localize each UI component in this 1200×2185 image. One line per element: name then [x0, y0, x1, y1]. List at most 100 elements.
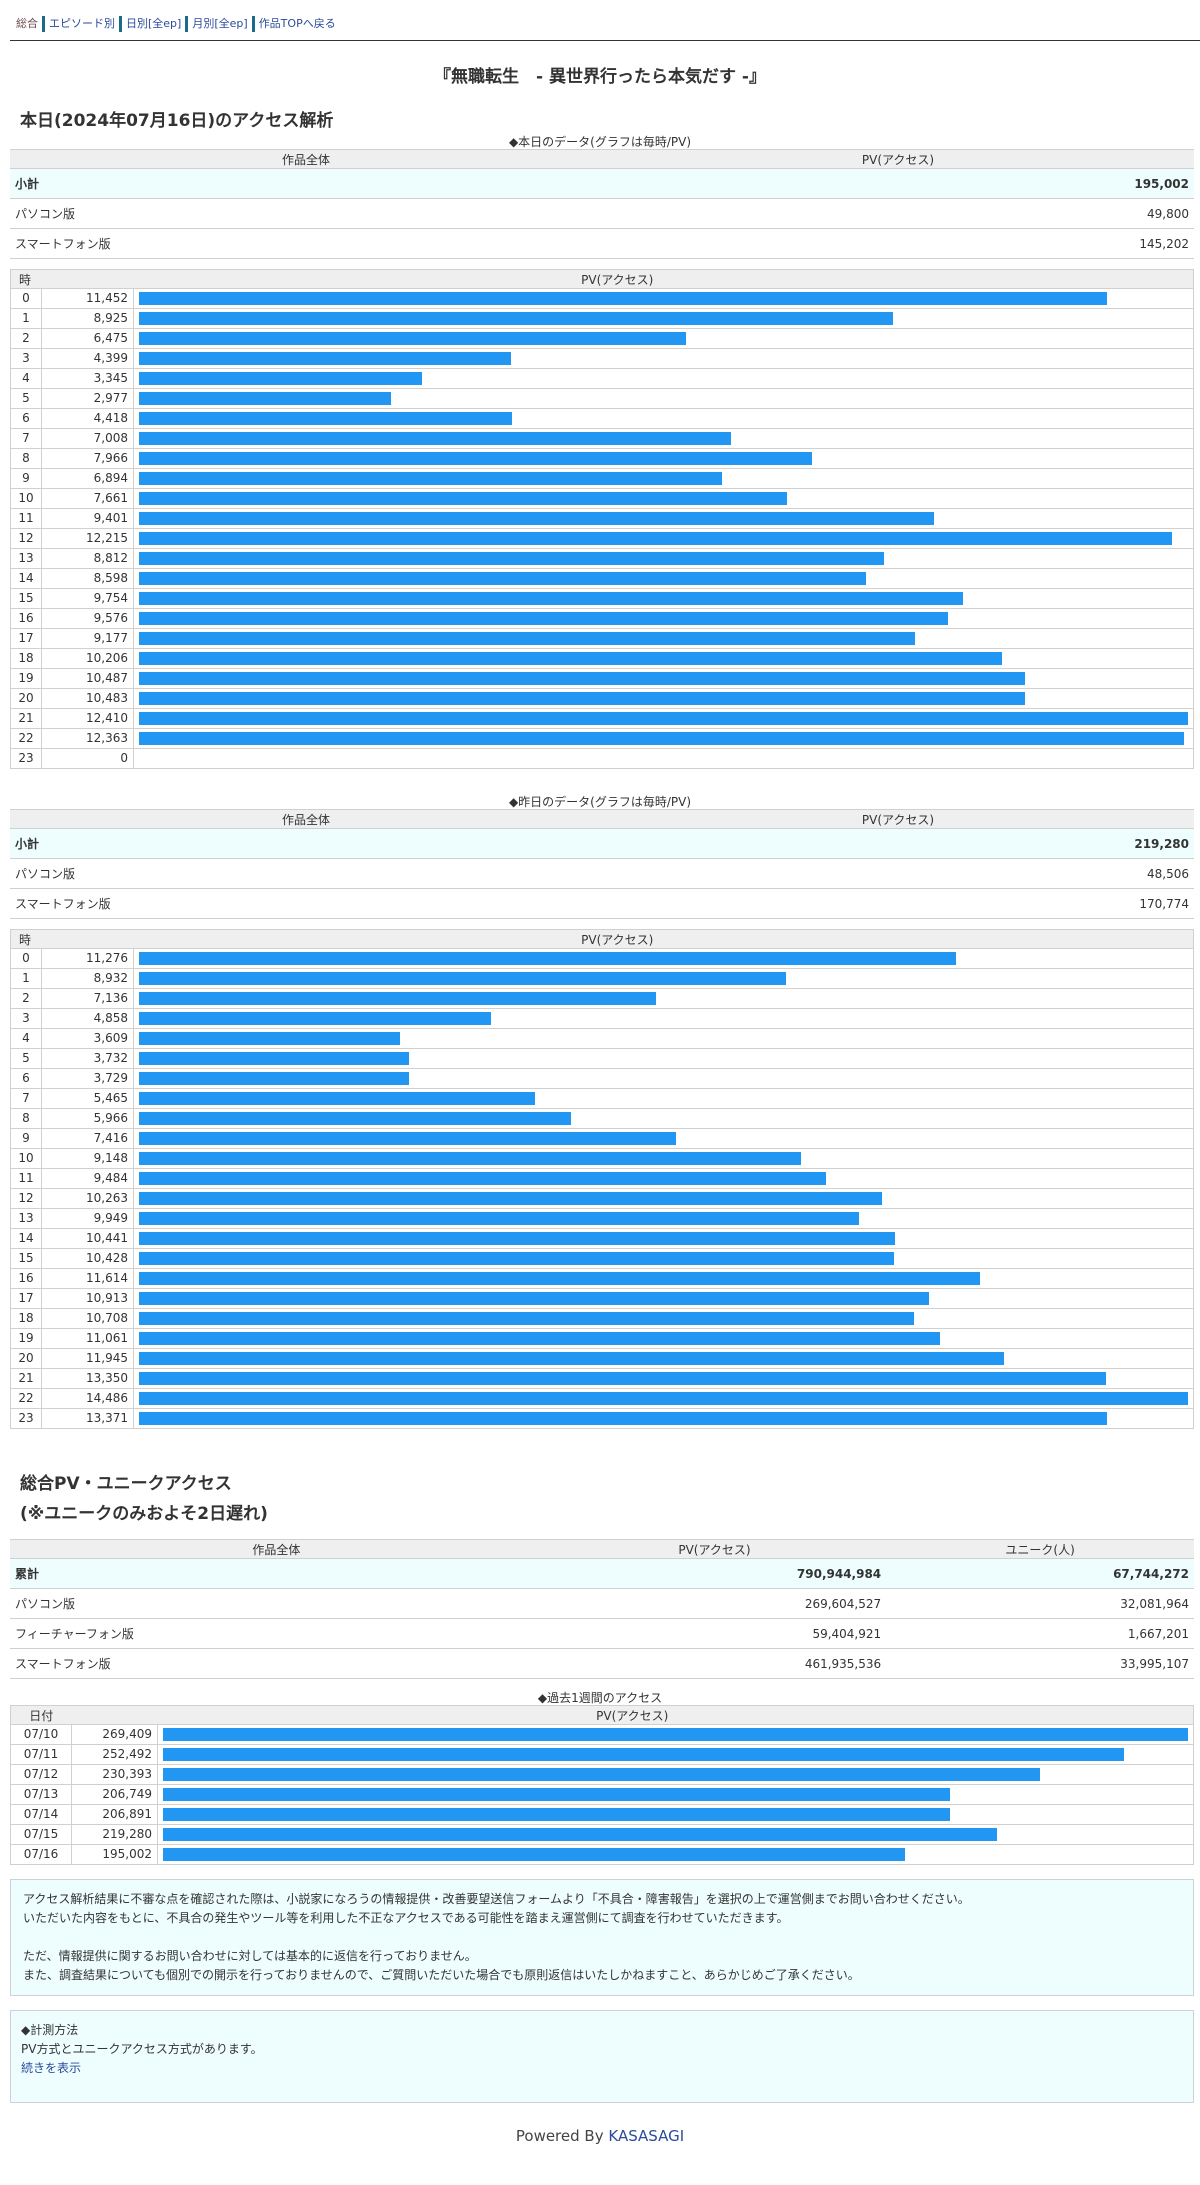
bar-cell: [133, 968, 1194, 989]
value-label: 7,008: [41, 428, 134, 449]
chart-row: 21 12,410: [10, 708, 1194, 729]
chart-row: 07/14 206,891: [10, 1804, 1194, 1825]
category-label: 18: [10, 648, 42, 669]
col-header-pv: PV(アクセス): [71, 1705, 1194, 1725]
bar-cell: [133, 628, 1194, 649]
bar: [139, 572, 866, 585]
bar-cell: [157, 1744, 1194, 1765]
bar: [139, 1292, 930, 1305]
category-label: 21: [10, 708, 42, 729]
col-header-label: 作品全体: [10, 149, 602, 169]
bar: [139, 292, 1108, 305]
bar-cell: [133, 528, 1194, 549]
nav-item-back-to-work-top[interactable]: 作品TOPへ戻る: [251, 16, 340, 32]
value-label: 7,416: [41, 1128, 134, 1149]
chart-row: 22 12,363: [10, 728, 1194, 749]
table-row: フィーチャーフォン版 59,404,921 1,667,201: [10, 1618, 1194, 1649]
bar-cell: [133, 1388, 1194, 1409]
chart-row: 8 7,966: [10, 448, 1194, 469]
notice-line: また、調査結果についても個別での開示を行っておりませんので、ご質問いただいた場合…: [23, 1968, 860, 1982]
bar: [163, 1768, 1040, 1781]
value-label: 13,350: [41, 1368, 134, 1389]
notice-line: [23, 1928, 1181, 1947]
table-header-row: 作品全体 PV(アクセス): [10, 149, 1194, 169]
chart-row: 7 7,008: [10, 428, 1194, 449]
chart-row: 15 10,428: [10, 1248, 1194, 1269]
value-label: 6,475: [41, 328, 134, 349]
chart-row: 23 13,371: [10, 1408, 1194, 1429]
value-label: 8,932: [41, 968, 134, 989]
value-label: 0: [41, 748, 134, 769]
show-more-link[interactable]: 続きを表示: [21, 2061, 82, 2075]
row-pv: 269,604,527: [542, 1588, 887, 1619]
notice-line: ただ、情報提供に関するお問い合わせに対しては基本的に返信を行っておりません。: [23, 1949, 477, 1963]
value-label: 9,148: [41, 1148, 134, 1169]
bar: [139, 672, 1026, 685]
bar: [139, 992, 656, 1005]
category-label: 9: [10, 1128, 42, 1149]
category-label: 4: [10, 368, 42, 389]
bar-cell: [133, 1128, 1194, 1149]
chart-row: 10 9,148: [10, 1148, 1194, 1169]
bar-cell: [133, 408, 1194, 429]
bar: [139, 532, 1172, 545]
chart-row: 20 10,483: [10, 688, 1194, 709]
value-label: 3,732: [41, 1048, 134, 1069]
bar: [139, 1112, 572, 1125]
category-label: 15: [10, 588, 42, 609]
nav-item-episode[interactable]: エピソード別: [42, 16, 119, 32]
category-label: 15: [10, 1248, 42, 1269]
chart-row: 4 3,345: [10, 368, 1194, 389]
nav-item-daily[interactable]: 日別[全ep]: [119, 16, 185, 32]
category-label: 20: [10, 688, 42, 709]
bar: [139, 1072, 410, 1085]
value-label: 8,812: [41, 548, 134, 569]
category-label: 07/14: [10, 1804, 72, 1825]
notice-line: アクセス解析結果に不審な点を確認された際は、小説家になろうの情報提供・改善要望送…: [23, 1892, 970, 1906]
bar: [163, 1808, 951, 1821]
chart-row: 3 4,399: [10, 348, 1194, 369]
bar-cell: [133, 468, 1194, 489]
bar: [163, 1788, 950, 1801]
value-label: 206,891: [71, 1804, 158, 1825]
bar-cell: [133, 1088, 1194, 1109]
category-label: 10: [10, 488, 42, 509]
chart-row: 5 2,977: [10, 388, 1194, 409]
category-label: 19: [10, 1328, 42, 1349]
bar-cell: [157, 1804, 1194, 1825]
chart-row: 8 5,966: [10, 1108, 1194, 1129]
nav-item-monthly[interactable]: 月別[全ep]: [185, 16, 251, 32]
bar: [139, 1192, 883, 1205]
col-header-pv: PV(アクセス): [41, 269, 1194, 289]
value-label: 9,754: [41, 588, 134, 609]
bar-cell: [133, 948, 1194, 969]
bar: [139, 1172, 826, 1185]
bar: [139, 412, 513, 425]
value-label: 252,492: [71, 1744, 158, 1765]
bar: [139, 632, 915, 645]
nav-item-overview[interactable]: 総合: [16, 17, 38, 30]
bar-cell: [133, 1048, 1194, 1069]
value-label: 8,925: [41, 308, 134, 329]
bar-cell: [133, 288, 1194, 309]
bar-cell: [133, 1228, 1194, 1249]
category-label: 20: [10, 1348, 42, 1369]
bar: [139, 1232, 896, 1245]
bar: [139, 952, 956, 965]
chart-row: 14 10,441: [10, 1228, 1194, 1249]
row-pv: 461,935,536: [542, 1648, 887, 1679]
category-label: 0: [10, 948, 42, 969]
category-label: 17: [10, 1288, 42, 1309]
category-label: 9: [10, 468, 42, 489]
bar: [139, 312, 894, 325]
value-label: 9,484: [41, 1168, 134, 1189]
bar: [139, 1012, 491, 1025]
kasasagi-link[interactable]: KASASAGI: [608, 2127, 685, 2145]
bar-cell: [133, 1208, 1194, 1229]
col-header-pv: PV(アクセス): [542, 1539, 887, 1559]
value-label: 10,487: [41, 668, 134, 689]
bar-cell: [133, 728, 1194, 749]
chart-row: 17 10,913: [10, 1288, 1194, 1309]
bar-cell: [133, 508, 1194, 529]
category-label: 22: [10, 1388, 42, 1409]
